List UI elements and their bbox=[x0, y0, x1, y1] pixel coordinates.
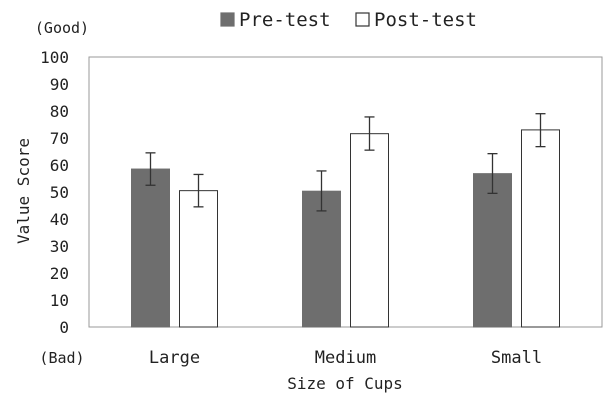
legend-label: Post-test bbox=[374, 9, 477, 31]
bar-pre-test-large bbox=[131, 168, 170, 328]
x-tick-label: Medium bbox=[315, 348, 376, 368]
y-tick-label: 20 bbox=[50, 264, 69, 283]
y-tick-label: 90 bbox=[50, 75, 69, 94]
y-tick-label: 10 bbox=[50, 291, 69, 310]
y-axis-title: Value Score bbox=[14, 138, 33, 244]
x-tick-label: Small bbox=[491, 348, 542, 368]
plot-frame bbox=[88, 56, 603, 328]
bar-post-test-large bbox=[179, 190, 218, 328]
legend-swatch-pre-test bbox=[220, 12, 235, 27]
bars bbox=[131, 113, 560, 328]
y-tick-label: 40 bbox=[50, 210, 69, 229]
legend-label: Pre-test bbox=[239, 9, 331, 31]
legend: Pre-test Post-test bbox=[220, 9, 477, 31]
y-tick-label: 0 bbox=[59, 318, 69, 337]
x-axis-title: Size of Cups bbox=[287, 374, 403, 393]
bar-post-test-small bbox=[521, 129, 560, 328]
bar-pre-test-medium bbox=[302, 190, 341, 328]
y-tick-label: 60 bbox=[50, 156, 69, 175]
bar-pre-test-small bbox=[473, 173, 512, 328]
x-tick-label: Large bbox=[149, 348, 200, 368]
y-tick-label: 70 bbox=[50, 129, 69, 148]
y-tick-label: 50 bbox=[50, 183, 69, 202]
x-axis: Large Medium Small bbox=[149, 348, 542, 368]
legend-swatch-post-test bbox=[355, 12, 370, 27]
bar-post-test-medium bbox=[350, 133, 389, 328]
y-tick-label: 30 bbox=[50, 237, 69, 256]
y-axis: 0 10 20 30 40 50 60 70 80 90 100 bbox=[40, 48, 69, 337]
annotation-bad: (Bad) bbox=[39, 349, 84, 367]
y-tick-label: 100 bbox=[40, 48, 69, 67]
annotation-good: (Good) bbox=[35, 19, 89, 37]
y-tick-label: 80 bbox=[50, 102, 69, 121]
